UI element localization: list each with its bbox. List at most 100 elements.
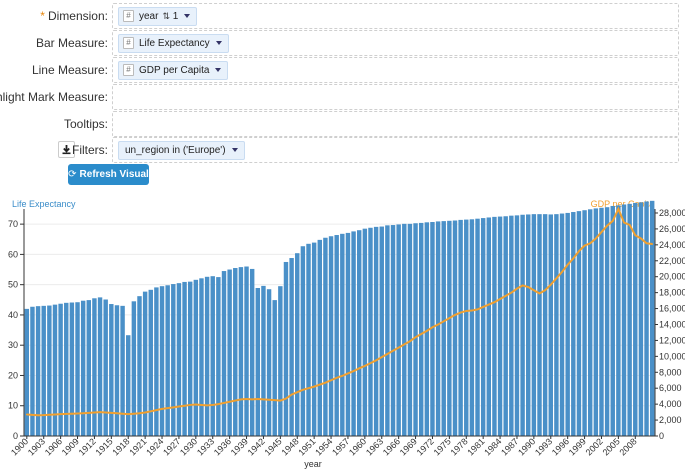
x-tick-label: 1972 [415,436,436,457]
gdp-point [493,301,496,304]
bar [137,296,142,436]
gdp-point [606,224,609,227]
refresh-visual-button[interactable]: ⟳ Refresh Visual [68,164,149,185]
gdp-point [578,250,580,253]
bar [233,268,238,436]
dimension-pill-year[interactable]: # year ⇅ 1 [118,7,198,26]
right-tick-label: 20,000 [659,272,685,282]
gdp-point [487,303,490,306]
bar [402,223,407,436]
x-tick-label: 1948 [279,436,300,457]
gdp-point [104,411,107,414]
gdp-point [403,343,406,346]
chevron-down-icon[interactable] [215,68,222,73]
gdp-point [482,306,485,308]
gdp-point [262,398,265,401]
line-measure-pill[interactable]: # GDP per Capita [118,61,229,80]
bar [295,253,300,436]
gdp-point [521,284,524,287]
bar [452,220,458,436]
filters-dropzone[interactable]: un_region in ('Europe') [112,137,679,163]
bar [362,228,368,436]
gdp-point [200,404,203,406]
left-tick-label: 40 [8,310,18,320]
bar [407,223,413,436]
x-tick-label: 1927 [161,436,182,457]
gdp-point [347,372,349,375]
bar [58,303,63,436]
gdp-point [268,398,270,401]
gdp-point [144,411,147,414]
x-tick-label: 1936 [212,436,233,457]
dimension-label: * Dimension: [40,9,108,23]
sort-ascending-icon[interactable]: ⇅ [162,11,170,21]
gdp-point [121,412,124,415]
download-button[interactable] [58,141,75,158]
gdp-point [217,403,220,406]
gdp-point [504,294,507,297]
bar [30,306,35,436]
gdp-point [194,403,197,406]
bar [396,224,401,436]
bar [526,214,531,436]
gdp-point [161,408,163,410]
tooltips-dropzone[interactable] [112,111,679,137]
highlight-dropzone[interactable] [112,84,679,110]
dimension-dropzone[interactable]: # year ⇅ 1 [112,3,679,29]
required-marker: * [40,9,45,23]
line-measure-dropzone[interactable]: # GDP per Capita [112,57,679,83]
chevron-down-icon[interactable] [215,41,222,46]
filters-label: Filters: [72,143,108,157]
bar [187,281,193,436]
x-tick-label: 1939 [229,436,250,457]
bar [131,301,137,436]
bar-measure-dropzone[interactable]: # Life Expectancy [112,30,679,56]
x-tick-label: 1990 [516,436,537,457]
left-tick-label: 20 [8,370,18,380]
gdp-point [425,329,428,332]
bar [227,269,232,436]
bar [199,278,204,436]
bar [120,305,125,436]
bar [24,308,30,436]
bar-measure-pill[interactable]: # Life Expectancy [118,34,229,53]
bar [165,285,170,436]
gdp-point [290,393,293,396]
gdp-point [313,385,316,388]
x-tick-label: 1906 [43,436,64,457]
x-tick-label: 1960 [347,436,368,457]
gdp-point [442,320,445,323]
bar [159,286,165,436]
gdp-point [335,376,338,379]
bar [520,214,525,436]
chevron-down-icon[interactable] [231,148,238,153]
x-axis-title: year [304,459,322,469]
gdp-point [454,314,456,316]
bar [542,214,548,436]
x-tick-label: 1975 [432,436,453,457]
gdp-point [414,336,417,339]
bar [97,297,103,436]
bar [317,239,322,436]
bar [142,291,148,436]
left-axis-title: Life Expectancy [12,199,76,209]
filter-pill-un-region[interactable]: un_region in ('Europe') [118,141,245,160]
chevron-down-icon[interactable] [184,14,191,19]
bar [649,200,655,436]
right-tick-label: 4,000 [659,399,682,409]
x-tick-label: 1987 [499,436,520,457]
highlight-label: Highlight Mark Measure: [0,90,108,104]
gdp-point [352,370,355,372]
numeric-type-icon: # [123,10,134,23]
gdp-point [437,323,439,326]
x-tick-label: 1981 [465,436,486,457]
x-tick-label: 1945 [263,436,284,457]
bar [86,300,91,436]
left-tick-label: 60 [8,249,18,259]
right-tick-label: 10,000 [659,351,685,361]
gdp-point [611,220,614,222]
bar [599,207,604,436]
x-tick-label: 1969 [398,436,419,457]
sort-order-value: 1 [172,11,179,22]
x-tick-label: 1993 [533,436,554,457]
